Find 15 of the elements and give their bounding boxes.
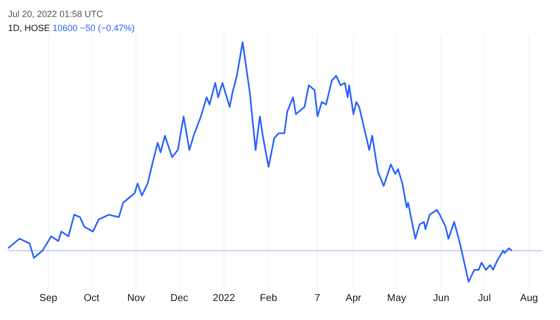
x-tick-label: 7 — [314, 292, 321, 304]
x-tick-label: Apr — [346, 292, 362, 304]
x-tick-label: Feb — [260, 292, 278, 304]
chart-subtitle: 10600 −50 (−0.47%) — [52, 23, 135, 33]
x-tick-label: Jun — [433, 292, 450, 304]
x-tick-label: Nov — [127, 292, 145, 304]
x-tick-label: Dec — [170, 292, 188, 304]
x-tick-label: Oct — [84, 292, 100, 304]
x-tick-label: Aug — [520, 292, 538, 304]
chart-title: 1D, HOSE — [8, 23, 50, 33]
x-tick-label: 2022 — [212, 292, 236, 304]
x-tick-label: Jul — [478, 292, 491, 304]
x-tick-label: May — [387, 292, 406, 304]
text: Jul 20, 2022 01:58 UTC — [8, 9, 104, 19]
x-tick-label: Sep — [39, 292, 58, 304]
